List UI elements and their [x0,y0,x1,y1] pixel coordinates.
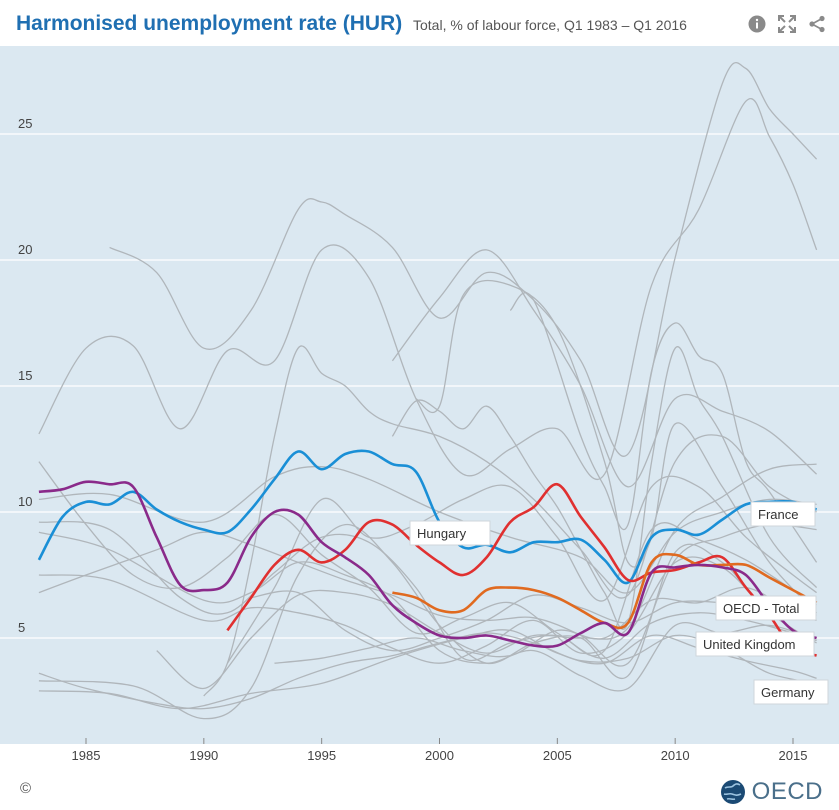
background-series-line-4 [391,249,818,488]
chart-title: Harmonised unemployment rate (HUR) [16,12,403,35]
copyright-text[interactable]: © [20,780,32,797]
x-tick-label-1990: 1990 [189,748,219,763]
label-united-kingdom-box [695,631,815,657]
expand-icon[interactable] [777,14,797,34]
background-series-line-11 [156,463,817,690]
series-line-france [37,449,818,585]
background-series-line-17 [391,346,818,630]
label-france-box [750,501,816,527]
background-series-line-6 [38,523,817,667]
y-tick-label-25: 25 [18,116,32,131]
label-france: France [750,501,816,527]
background-series-line-7 [38,520,817,661]
background-series-line-20 [38,556,817,664]
oecd-logo-text: OECD [751,778,823,805]
x-tick-label-2015: 2015 [778,748,808,763]
info-icon[interactable] [747,14,767,34]
y-tick-label-15: 15 [18,368,32,383]
background-series-line-3 [203,345,817,697]
background-series-line-12 [226,475,817,664]
x-tick-label-1995: 1995 [307,748,337,763]
line-chart[interactable]: 5 10 15 20 25 Hungary France OECD - Total United… [0,46,839,744]
background-series-line-16 [38,531,817,692]
label-germany-text: Germany [761,685,815,700]
y-tick-label-5: 5 [18,620,25,635]
share-icon[interactable] [807,14,827,34]
chart-subtitle: Total, % of labour force, Q1 1983 – Q1 2… [413,17,687,33]
plot-area: 5 10 15 20 25 Hungary France OECD - Total United… [0,46,839,744]
background-series-line-1 [38,98,818,480]
background-series-line-19 [509,292,818,563]
oecd-globe-icon [720,780,745,804]
y-tick-label-10: 10 [18,494,32,509]
label-france-text: France [758,507,798,522]
x-tick-label-2005: 2005 [542,748,572,763]
oecd-logo[interactable]: OECD [720,778,823,806]
x-tick-label-1985: 1985 [71,748,101,763]
background-series-line-2 [109,62,818,457]
label-united-kingdom: United Kingdom [695,631,815,657]
series-line-germany [38,480,818,649]
label-germany: Germany [753,679,829,705]
x-tick-label-2000: 2000 [425,748,454,763]
background-series-line-15 [38,461,817,659]
label-germany-box [753,679,829,705]
label-hungary-box [409,520,491,546]
y-tick-label-20: 20 [18,242,32,257]
series-line-hungary [226,482,817,657]
chart-toolbar [747,14,827,34]
label-hungary-text: Hungary [417,526,467,541]
x-tick-label-2010: 2010 [660,748,690,763]
chart-footer [0,744,839,810]
label-oecd-total: OECD - Total [715,595,817,621]
label-oecd-total-text: OECD - Total [723,601,799,616]
chart-header: Harmonised unemployment rate (HUR) Total… [0,0,839,46]
label-oecd-total-box [715,595,817,621]
background-series-line-18 [415,279,818,614]
label-united-kingdom-text: United Kingdom [703,637,796,652]
label-hungary: Hungary [409,520,491,546]
